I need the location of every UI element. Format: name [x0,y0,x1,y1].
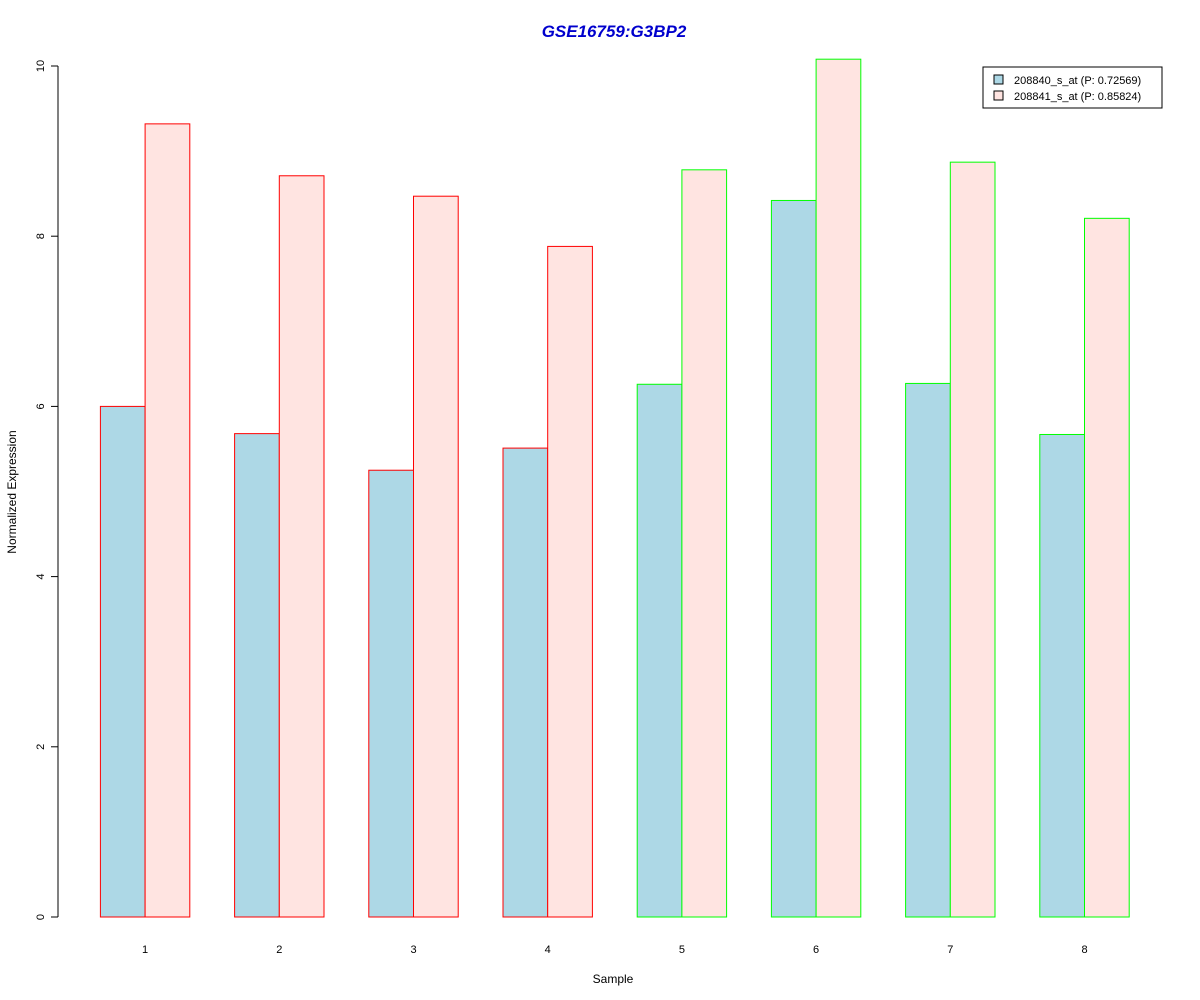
legend-swatch [993,74,1004,85]
x-tick-label: 7 [947,944,953,956]
y-tick-label: 6 [35,403,47,409]
bar-sample-3-series-2 [413,195,459,918]
bar-sample-8-series-2 [1084,217,1130,918]
legend-label: 208840_s_at (P: 0.72569) [1014,75,1141,87]
legend-label: 208841_s_at (P: 0.85824) [1014,91,1141,103]
bar-sample-6-series-1 [770,199,817,918]
y-tick-label: 2 [35,744,47,750]
y-tick-label: 8 [35,233,47,239]
bar-sample-1-series-1 [99,405,146,918]
x-tick-label: 2 [276,944,282,956]
bar-sample-8-series-1 [1039,433,1086,918]
x-axis-label: Sample [593,972,634,986]
bar-sample-5-series-1 [636,383,683,918]
x-tick-label: 4 [545,944,551,956]
legend-swatch [993,90,1004,101]
y-axis-label: Normalized Expression [5,430,19,553]
y-axis: 0 2 4 6 8 10 [35,60,59,920]
x-tick-label: 5 [679,944,685,956]
x-tick-label: 8 [1081,944,1087,956]
chart-title: GSE16759:G3BP2 [542,22,687,41]
x-axis: 1 2 3 4 5 6 7 8 [142,944,1088,956]
y-tick-label: 10 [35,60,47,72]
bar-sample-7-series-1 [905,382,951,918]
x-tick-label: 1 [142,944,148,956]
bar-sample-1-series-2 [144,123,191,918]
y-tick-label: 4 [35,574,47,580]
bar-sample-6-series-2 [815,58,862,918]
x-tick-label: 6 [813,944,819,956]
y-tick-label: 0 [35,914,47,920]
bar-sample-3-series-1 [368,469,414,918]
bars [99,58,1130,918]
bar-sample-2-series-2 [278,175,325,918]
bar-sample-4-series-2 [547,245,593,918]
bar-sample-5-series-2 [681,169,728,918]
legend-box [982,66,1163,109]
bar-sample-4-series-1 [502,447,549,918]
bar-sample-7-series-2 [949,161,996,918]
bar-sample-2-series-1 [234,433,280,918]
legend: 208840_s_at (P: 0.72569) 208841_s_at (P: … [982,66,1163,109]
x-tick-label: 3 [410,944,416,956]
